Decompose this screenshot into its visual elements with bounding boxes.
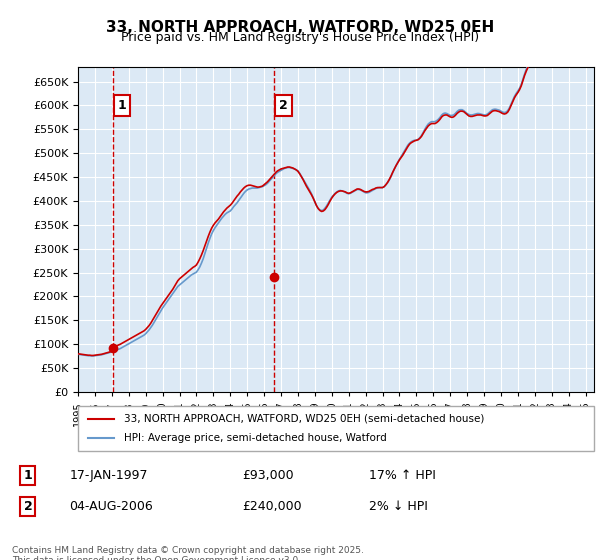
- Text: HPI: Average price, semi-detached house, Watford: HPI: Average price, semi-detached house,…: [124, 433, 387, 444]
- Text: £240,000: £240,000: [242, 500, 302, 513]
- Text: Contains HM Land Registry data © Crown copyright and database right 2025.
This d: Contains HM Land Registry data © Crown c…: [12, 546, 364, 560]
- Text: 04-AUG-2006: 04-AUG-2006: [70, 500, 154, 513]
- Text: 17-JAN-1997: 17-JAN-1997: [70, 469, 148, 482]
- Text: 2% ↓ HPI: 2% ↓ HPI: [369, 500, 428, 513]
- Text: 33, NORTH APPROACH, WATFORD, WD25 0EH: 33, NORTH APPROACH, WATFORD, WD25 0EH: [106, 20, 494, 35]
- Text: 33, NORTH APPROACH, WATFORD, WD25 0EH (semi-detached house): 33, NORTH APPROACH, WATFORD, WD25 0EH (s…: [124, 413, 485, 423]
- Text: 2: 2: [279, 99, 288, 112]
- Text: 2: 2: [23, 500, 32, 513]
- Text: 1: 1: [118, 99, 127, 112]
- Text: 17% ↑ HPI: 17% ↑ HPI: [369, 469, 436, 482]
- FancyBboxPatch shape: [78, 406, 594, 451]
- Text: 1: 1: [23, 469, 32, 482]
- Text: £93,000: £93,000: [242, 469, 294, 482]
- Text: Price paid vs. HM Land Registry's House Price Index (HPI): Price paid vs. HM Land Registry's House …: [121, 31, 479, 44]
